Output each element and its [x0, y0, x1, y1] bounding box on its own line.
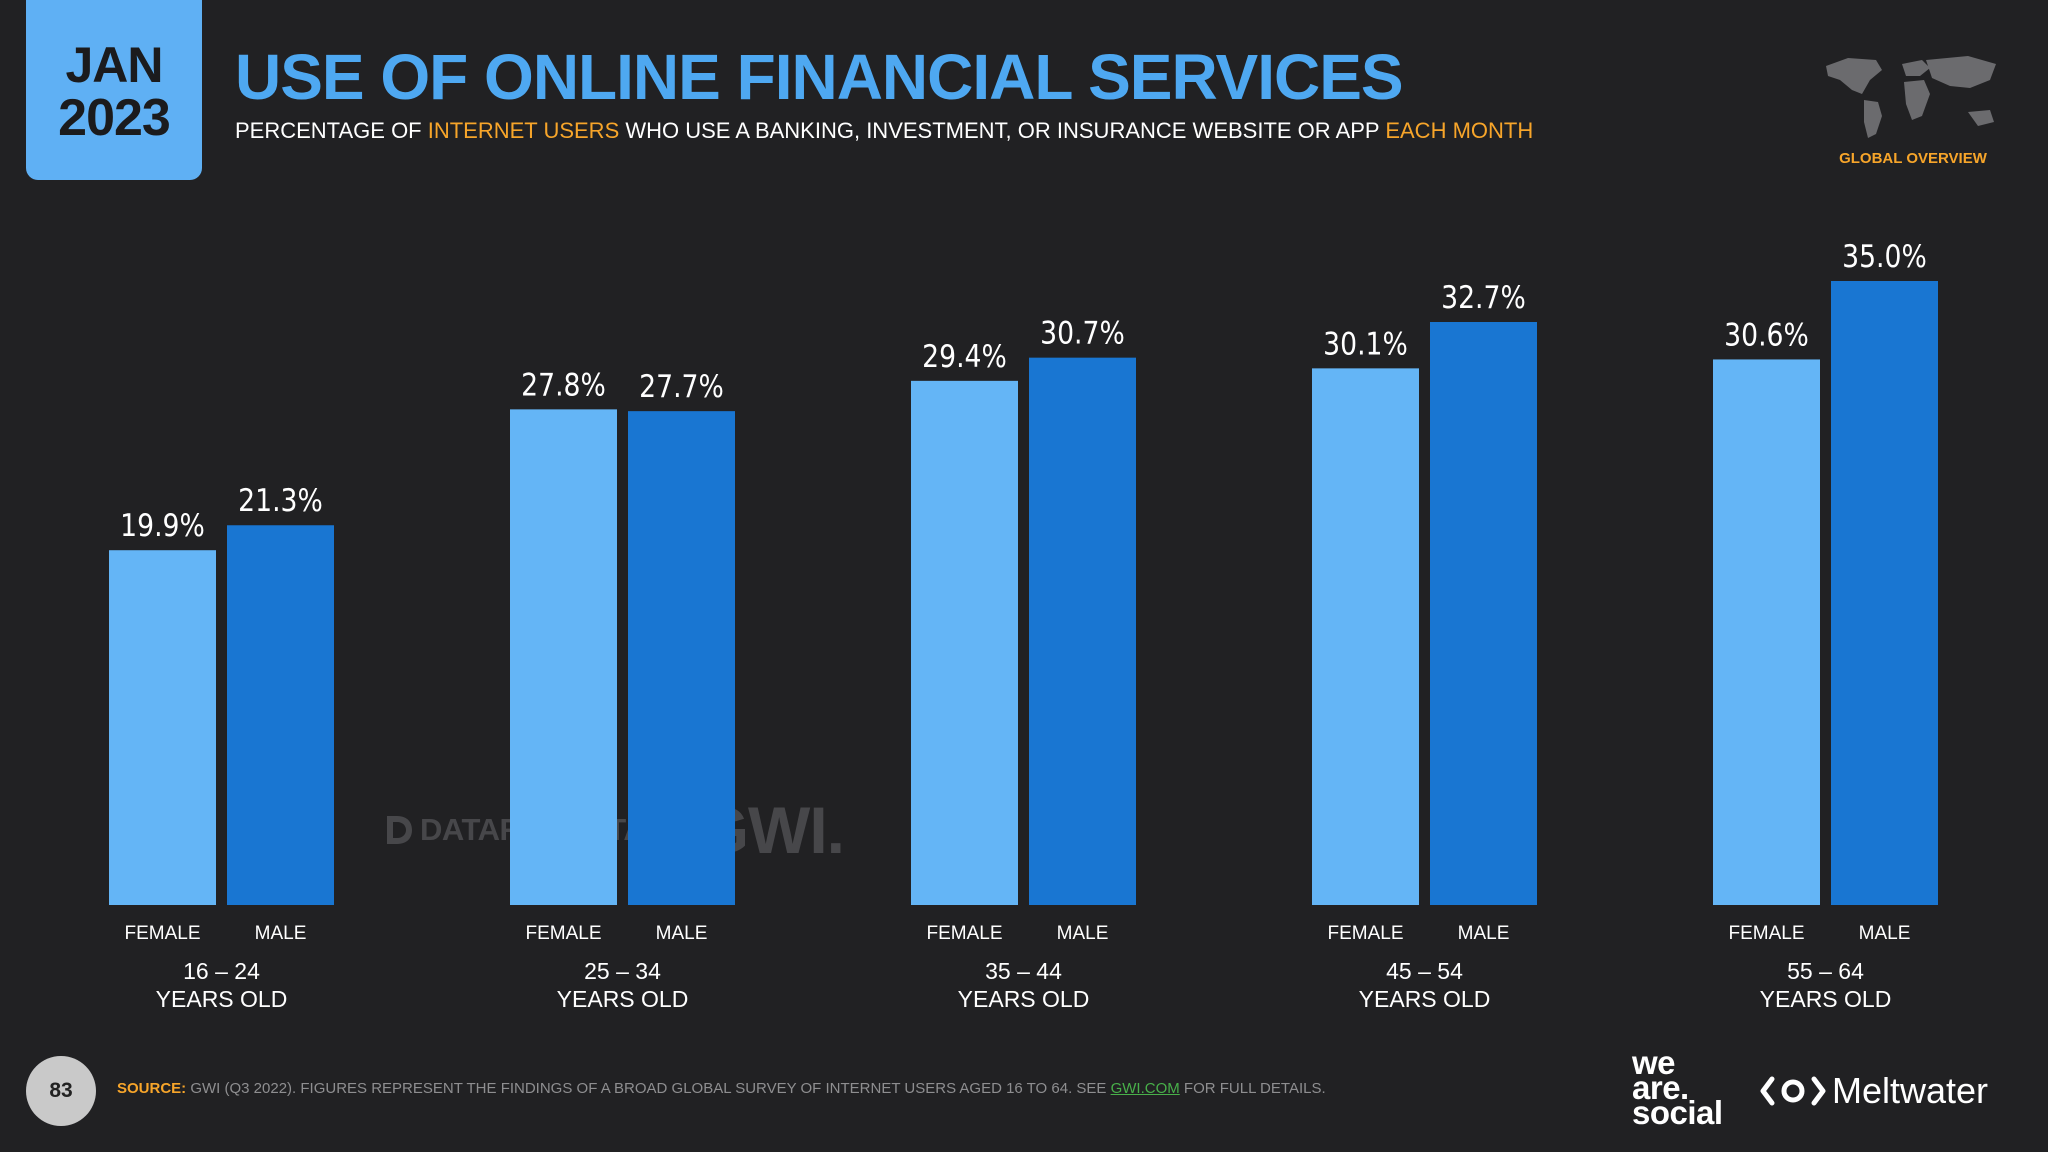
bar-female	[1312, 368, 1419, 905]
page-subtitle: PERCENTAGE OF INTERNET USERS WHO USE A B…	[235, 118, 1533, 144]
bar-male	[1430, 322, 1537, 905]
data-label: 30.6%	[1724, 316, 1809, 352]
bar-male	[1831, 281, 1938, 905]
data-label: 27.7%	[639, 368, 724, 404]
subtitle-highlight: INTERNET USERS	[427, 118, 620, 143]
series-label: MALE	[656, 923, 708, 944]
source-label: SOURCE:	[117, 1080, 187, 1097]
we-are-social-logo: we are. social	[1632, 1044, 1723, 1131]
source-text: GWI (Q3 2022). FIGURES REPRESENT THE FIN…	[186, 1080, 1111, 1097]
category-sublabel: YEARS OLD	[1359, 986, 1491, 1012]
page-number: 83	[26, 1056, 96, 1126]
category-label: 25 – 34	[584, 958, 661, 984]
category-sublabel: YEARS OLD	[557, 986, 689, 1012]
date-badge: JAN 2023	[26, 0, 202, 180]
page-title: USE OF ONLINE FINANCIAL SERVICES	[235, 41, 1404, 113]
data-label: 21.3%	[238, 482, 323, 518]
source-link[interactable]: GWI.COM	[1110, 1080, 1180, 1097]
datareportal-icon	[387, 816, 412, 844]
logo-line: we	[1632, 1044, 1676, 1081]
bar-female	[911, 380, 1018, 906]
series-label: FEMALE	[926, 923, 1002, 944]
meltwater-icon	[1760, 1076, 1826, 1106]
bar-male	[1029, 357, 1136, 906]
bar-female	[510, 409, 617, 905]
series-label: FEMALE	[1327, 923, 1403, 944]
data-label: 30.7%	[1040, 315, 1125, 351]
subtitle-highlight: EACH MONTH	[1385, 118, 1534, 143]
series-label: FEMALE	[1728, 923, 1804, 944]
bar-female	[1713, 359, 1820, 906]
category-sublabel: YEARS OLD	[958, 986, 1090, 1012]
category-sublabel: YEARS OLD	[1760, 986, 1892, 1012]
category-label: 16 – 24	[183, 958, 260, 984]
source-note: SOURCE: GWI (Q3 2022). FIGURES REPRESENT…	[117, 1080, 1326, 1097]
subtitle-part: WHO USE A BANKING, INVESTMENT, OR INSURA…	[619, 118, 1386, 143]
source-tail: FOR FULL DETAILS.	[1179, 1080, 1326, 1097]
logo-line: are.	[1632, 1069, 1689, 1106]
world-map-icon	[1826, 56, 1996, 138]
data-label: 35.0%	[1842, 238, 1927, 274]
series-label: FEMALE	[124, 923, 200, 944]
category-label: 35 – 44	[985, 958, 1062, 984]
bar-male	[227, 525, 334, 905]
data-label: 19.9%	[120, 507, 205, 543]
bar-male	[628, 411, 735, 905]
category-label: 45 – 54	[1386, 958, 1463, 984]
data-label: 32.7%	[1441, 279, 1526, 315]
meltwater-text: Meltwater	[1832, 1070, 1989, 1111]
logo-line: social	[1632, 1094, 1723, 1131]
date-month: JAN	[65, 37, 163, 93]
category-label: 55 – 64	[1787, 958, 1864, 984]
series-label: MALE	[1057, 923, 1109, 944]
bar-female	[109, 550, 216, 905]
subtitle-part: PERCENTAGE OF	[235, 118, 428, 143]
data-label: 29.4%	[922, 338, 1007, 374]
meltwater-logo: Meltwater	[1760, 1070, 1988, 1112]
data-label: 30.1%	[1323, 325, 1408, 361]
series-label: FEMALE	[525, 923, 601, 944]
series-label: MALE	[255, 923, 307, 944]
category-sublabel: YEARS OLD	[156, 986, 288, 1012]
global-overview-label: GLOBAL OVERVIEW	[1839, 150, 1987, 167]
series-label: MALE	[1859, 923, 1911, 944]
data-label: 27.8%	[521, 366, 606, 402]
series-label: MALE	[1458, 923, 1510, 944]
date-year: 2023	[58, 89, 171, 147]
